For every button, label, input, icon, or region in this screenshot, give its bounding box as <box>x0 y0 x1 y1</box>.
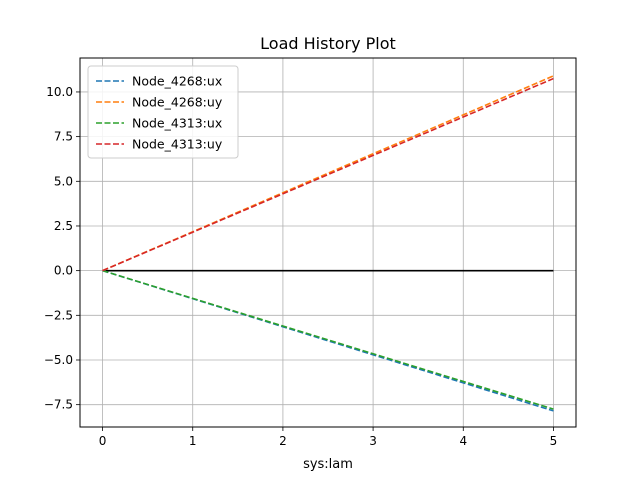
y-tick-label: 2.5 <box>54 219 73 233</box>
x-axis-label: sys:lam <box>303 457 353 472</box>
series-lines <box>102 75 554 412</box>
y-tick-label: −2.5 <box>44 308 73 322</box>
legend-box <box>87 65 239 159</box>
x-axis-ticks: 0 1 2 3 4 5 <box>99 427 558 448</box>
y-tick-label: 0.0 <box>54 264 73 278</box>
y-tick-label: 10.0 <box>46 85 73 99</box>
series-line-node-4313-ux <box>102 269 554 410</box>
y-tick-label: 7.5 <box>54 130 73 144</box>
legend-label: Node_4268:uy <box>132 95 223 110</box>
x-tick-label: 4 <box>459 434 467 448</box>
legend-label: Node_4268:ux <box>132 74 222 89</box>
y-axis-ticks: −7.5 −5.0 −2.5 0.0 2.5 5.0 7.5 10.0 <box>44 85 80 412</box>
chart-title: Load History Plot <box>260 34 396 53</box>
y-tick-label: −5.0 <box>44 353 73 367</box>
legend: Node_4268:ux Node_4268:uy Node_4313:ux Node… <box>87 65 239 159</box>
plot-frame <box>79 57 577 428</box>
legend-label: Node_4313:ux <box>132 116 222 131</box>
series-line-node-4313-uy <box>102 77 554 272</box>
x-tick-label: 2 <box>279 434 287 448</box>
y-tick-label: 5.0 <box>54 174 73 188</box>
x-tick-label: 0 <box>99 434 107 448</box>
x-tick-label: 1 <box>189 434 197 448</box>
x-tick-label: 3 <box>369 434 377 448</box>
y-tick-label: −7.5 <box>44 398 73 412</box>
x-tick-label: 5 <box>550 434 558 448</box>
legend-label: Node_4313:uy <box>132 137 223 152</box>
